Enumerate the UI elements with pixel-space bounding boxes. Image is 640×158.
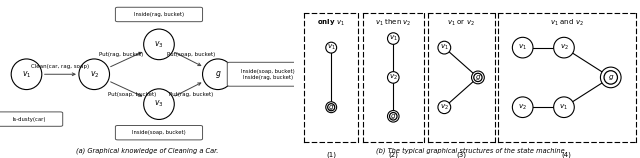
Text: (b) The typical graphical structures of the state machine: (b) The typical graphical structures of … xyxy=(376,147,564,154)
Ellipse shape xyxy=(387,72,399,83)
Text: Put(rag, bucket): Put(rag, bucket) xyxy=(99,52,143,57)
Text: $g$: $g$ xyxy=(214,69,221,80)
Text: $v_1$: $v_1$ xyxy=(22,69,31,79)
Text: (a) Graphical knowledge of Cleaning a Car.: (a) Graphical knowledge of Cleaning a Ca… xyxy=(76,148,218,154)
Ellipse shape xyxy=(438,41,451,54)
Text: $v_1$: $v_1$ xyxy=(440,43,449,52)
Ellipse shape xyxy=(554,37,574,58)
Text: (2): (2) xyxy=(388,151,398,158)
Text: $g$: $g$ xyxy=(475,73,481,82)
Text: Put(soap, bucket): Put(soap, bucket) xyxy=(108,92,157,97)
Text: $v_1$: $v_1$ xyxy=(327,43,335,52)
Text: $v_2$: $v_2$ xyxy=(440,103,449,112)
Text: Inside(rag, bucket): Inside(rag, bucket) xyxy=(134,12,184,17)
Ellipse shape xyxy=(472,71,484,84)
Ellipse shape xyxy=(513,37,533,58)
Ellipse shape xyxy=(604,71,618,84)
Ellipse shape xyxy=(554,97,574,118)
FancyBboxPatch shape xyxy=(115,7,202,22)
Ellipse shape xyxy=(438,101,451,114)
Text: $v_3$: $v_3$ xyxy=(154,99,164,109)
Ellipse shape xyxy=(11,59,42,90)
Text: $v_1$ then $v_2$: $v_1$ then $v_2$ xyxy=(375,18,412,28)
Text: only $v_1$: only $v_1$ xyxy=(317,18,345,28)
Ellipse shape xyxy=(79,59,109,90)
Ellipse shape xyxy=(513,97,533,118)
Text: $v_2$: $v_2$ xyxy=(90,69,99,79)
Text: Put(soap, bucket): Put(soap, bucket) xyxy=(167,52,216,57)
Text: $v_1$: $v_1$ xyxy=(559,103,568,112)
Text: $v_2$: $v_2$ xyxy=(559,43,568,52)
FancyBboxPatch shape xyxy=(0,112,63,126)
Ellipse shape xyxy=(326,102,337,113)
Ellipse shape xyxy=(474,73,482,82)
Text: $g$: $g$ xyxy=(328,103,334,112)
Ellipse shape xyxy=(387,33,399,44)
Text: $v_2$: $v_2$ xyxy=(518,103,527,112)
FancyBboxPatch shape xyxy=(115,125,202,140)
Text: Put(rag, bucket): Put(rag, bucket) xyxy=(169,92,214,97)
Text: Clean(car, rag, soap): Clean(car, rag, soap) xyxy=(31,64,90,69)
Text: $v_2$: $v_2$ xyxy=(389,73,397,82)
Text: (1): (1) xyxy=(326,151,336,158)
Text: $v_1$: $v_1$ xyxy=(518,43,527,52)
Ellipse shape xyxy=(328,104,335,111)
Text: Is-dusty(car): Is-dusty(car) xyxy=(13,117,46,122)
Text: $g$: $g$ xyxy=(607,73,614,82)
FancyBboxPatch shape xyxy=(227,62,308,86)
Text: $g$: $g$ xyxy=(390,112,396,121)
Ellipse shape xyxy=(143,29,174,60)
Ellipse shape xyxy=(326,42,337,53)
Ellipse shape xyxy=(143,89,174,119)
Text: (3): (3) xyxy=(456,151,466,158)
Text: $v_1$: $v_1$ xyxy=(389,34,397,43)
Text: $v_1$ and $v_2$: $v_1$ and $v_2$ xyxy=(550,18,584,28)
Text: Inside(soap, bucket)
Inside(rag, bucket): Inside(soap, bucket) Inside(rag, bucket) xyxy=(241,69,295,80)
Text: $v_1$ or $v_2$: $v_1$ or $v_2$ xyxy=(447,18,475,28)
Ellipse shape xyxy=(387,110,399,122)
Ellipse shape xyxy=(202,59,233,90)
Text: Inside(soap, bucket): Inside(soap, bucket) xyxy=(132,130,186,135)
Ellipse shape xyxy=(390,112,397,120)
Ellipse shape xyxy=(600,67,621,88)
Text: $v_3$: $v_3$ xyxy=(154,39,164,50)
Text: (4): (4) xyxy=(562,151,572,158)
